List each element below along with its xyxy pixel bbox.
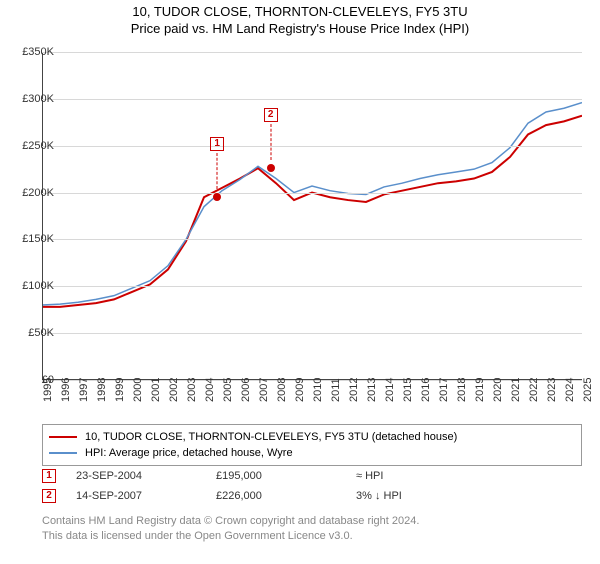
gridline	[42, 146, 582, 147]
gridline	[42, 239, 582, 240]
xtick-label: 1995	[42, 378, 54, 402]
xtick-label: 2011	[330, 378, 342, 402]
gridline	[42, 193, 582, 194]
sale-marker-label: 2	[264, 108, 278, 122]
xtick-label: 2025	[582, 378, 594, 402]
xtick-label: 2017	[438, 378, 450, 402]
sale-price: £195,000	[216, 470, 356, 482]
sale-row: 1 23-SEP-2004£195,000≈ HPI	[42, 466, 582, 486]
series-line	[42, 116, 582, 307]
legend-label: HPI: Average price, detached house, Wyre	[85, 447, 293, 459]
xtick-label: 2003	[186, 378, 198, 402]
sale-marker-stem	[270, 124, 271, 160]
legend-swatch	[49, 436, 77, 438]
series-svg	[42, 52, 582, 380]
legend-box: 10, TUDOR CLOSE, THORNTON-CLEVELEYS, FY5…	[42, 424, 582, 466]
chart-title: 10, TUDOR CLOSE, THORNTON-CLEVELEYS, FY5…	[0, 4, 600, 19]
sale-index-box: 2	[42, 489, 56, 503]
xtick-label: 2012	[348, 378, 360, 402]
xtick-label: 2009	[294, 378, 306, 402]
ytick-label: £50K	[4, 327, 54, 339]
xtick-label: 2021	[510, 378, 522, 402]
xtick-label: 2024	[564, 378, 576, 402]
sale-date: 23-SEP-2004	[76, 470, 216, 482]
ytick-label: £150K	[4, 233, 54, 245]
gridline	[42, 52, 582, 53]
xtick-label: 2008	[276, 378, 288, 402]
xtick-label: 2019	[474, 378, 486, 402]
sales-table: 1 23-SEP-2004£195,000≈ HPI 2 14-SEP-2007£22…	[42, 466, 582, 506]
sale-marker-label: 1	[210, 137, 224, 151]
xtick-label: 2006	[240, 378, 252, 402]
footer-line-1: Contains HM Land Registry data © Crown c…	[42, 514, 582, 529]
sale-marker-dot	[213, 193, 221, 201]
gridline	[42, 286, 582, 287]
xtick-label: 1999	[114, 378, 126, 402]
xtick-label: 2015	[402, 378, 414, 402]
legend-row: 10, TUDOR CLOSE, THORNTON-CLEVELEYS, FY5…	[49, 429, 575, 445]
xtick-label: 2018	[456, 378, 468, 402]
xtick-label: 2010	[312, 378, 324, 402]
sale-marker-stem	[217, 153, 218, 189]
sale-row: 2 14-SEP-2007£226,0003% ↓ HPI	[42, 486, 582, 506]
ytick-label: £250K	[4, 140, 54, 152]
ytick-label: £200K	[4, 187, 54, 199]
xtick-label: 2005	[222, 378, 234, 402]
gridline	[42, 99, 582, 100]
sale-delta: 3% ↓ HPI	[356, 490, 496, 502]
footer-line-2: This data is licensed under the Open Gov…	[42, 529, 582, 544]
ytick-label: £350K	[4, 46, 54, 58]
xtick-label: 2007	[258, 378, 270, 402]
xtick-label: 2001	[150, 378, 162, 402]
xtick-label: 2000	[132, 378, 144, 402]
ytick-label: £300K	[4, 93, 54, 105]
ytick-label: £100K	[4, 280, 54, 292]
legend-swatch	[49, 452, 77, 454]
sale-price: £226,000	[216, 490, 356, 502]
plot-area: 12	[42, 52, 582, 380]
gridline	[42, 333, 582, 334]
xtick-label: 1998	[96, 378, 108, 402]
legend-row: HPI: Average price, detached house, Wyre	[49, 445, 575, 461]
xtick-label: 1997	[78, 378, 90, 402]
xtick-label: 2016	[420, 378, 432, 402]
sale-delta: ≈ HPI	[356, 470, 496, 482]
sale-date: 14-SEP-2007	[76, 490, 216, 502]
xtick-label: 2013	[366, 378, 378, 402]
xtick-label: 2004	[204, 378, 216, 402]
xtick-label: 2020	[492, 378, 504, 402]
sale-marker-dot	[267, 164, 275, 172]
footer-attribution: Contains HM Land Registry data © Crown c…	[42, 514, 582, 544]
chart-container: 10, TUDOR CLOSE, THORNTON-CLEVELEYS, FY5…	[0, 4, 600, 564]
sale-index-box: 1	[42, 469, 56, 483]
legend-label: 10, TUDOR CLOSE, THORNTON-CLEVELEYS, FY5…	[85, 431, 457, 443]
xtick-label: 2023	[546, 378, 558, 402]
xtick-label: 2002	[168, 378, 180, 402]
xtick-label: 2022	[528, 378, 540, 402]
chart-subtitle: Price paid vs. HM Land Registry's House …	[0, 21, 600, 36]
series-line	[42, 103, 582, 305]
xtick-label: 2014	[384, 378, 396, 402]
xtick-label: 1996	[60, 378, 72, 402]
